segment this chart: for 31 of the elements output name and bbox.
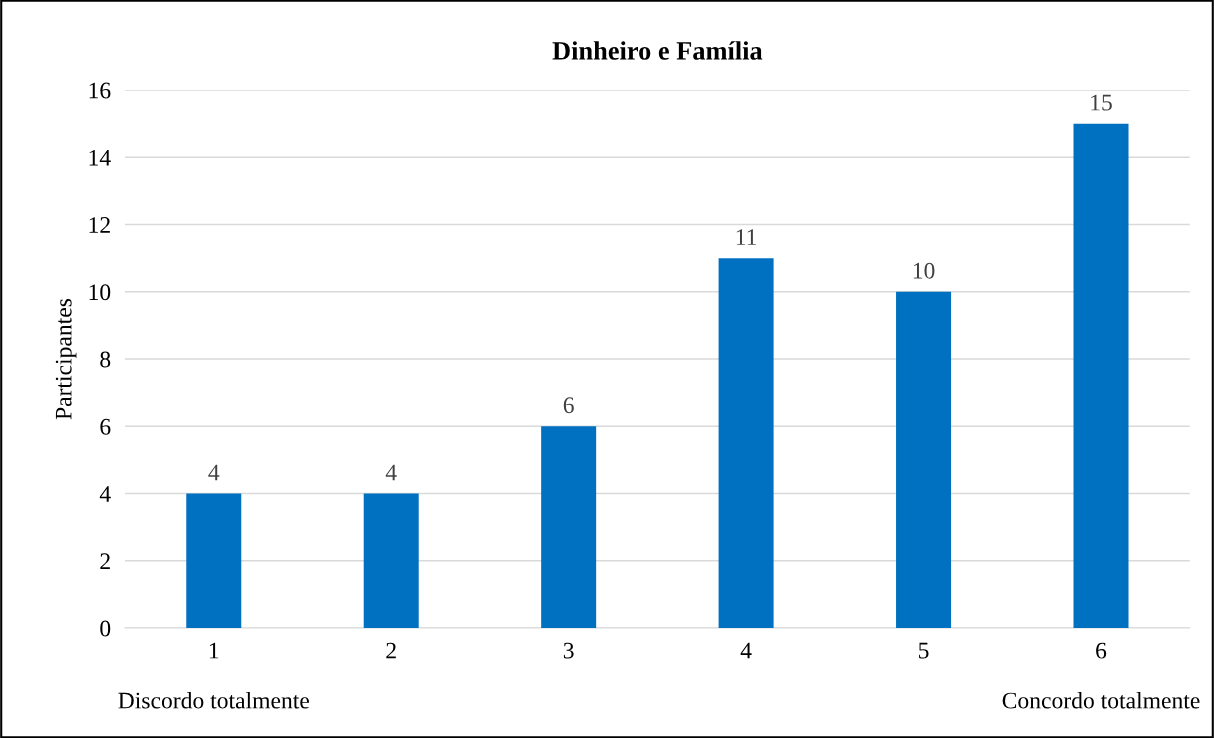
data-label: 4 xyxy=(385,464,397,481)
text: Concordo totalmente xyxy=(1002,691,1200,709)
data-label: 10 xyxy=(913,262,935,279)
bar xyxy=(186,493,242,629)
x-tick-label: 1 xyxy=(209,642,219,659)
data-label: 11 xyxy=(736,229,757,245)
bar xyxy=(896,291,952,629)
x-tick-label: 5 xyxy=(919,642,929,659)
y-axis-title: Participantes xyxy=(55,298,77,420)
y-tick-label: 2 xyxy=(100,553,110,569)
y-tick-label: 0 xyxy=(100,620,111,637)
y-tick-label: 6 xyxy=(100,418,111,435)
y-tick-label: 4 xyxy=(99,486,111,502)
y-tick-label: 8 xyxy=(100,351,111,368)
y-tick-label: 12 xyxy=(89,217,110,233)
data-label: 6 xyxy=(563,397,574,414)
y-tick-label: 14 xyxy=(89,149,111,166)
x-tick-label: 2 xyxy=(386,642,396,659)
text: Discordo totalmente xyxy=(118,691,309,709)
y-tick-label: 10 xyxy=(89,284,111,301)
bar xyxy=(1073,123,1129,629)
bar xyxy=(718,258,774,629)
bar xyxy=(541,426,597,629)
data-label: 15 xyxy=(1091,94,1112,111)
chart-title: Dinheiro e Família xyxy=(552,41,763,60)
bar xyxy=(363,493,419,629)
x-tick-label: 4 xyxy=(740,642,752,659)
data-label: 4 xyxy=(208,464,220,481)
x-tick-label: 3 xyxy=(563,642,574,659)
y-tick-label: 16 xyxy=(89,82,111,99)
x-tick-label: 6 xyxy=(1096,642,1107,659)
